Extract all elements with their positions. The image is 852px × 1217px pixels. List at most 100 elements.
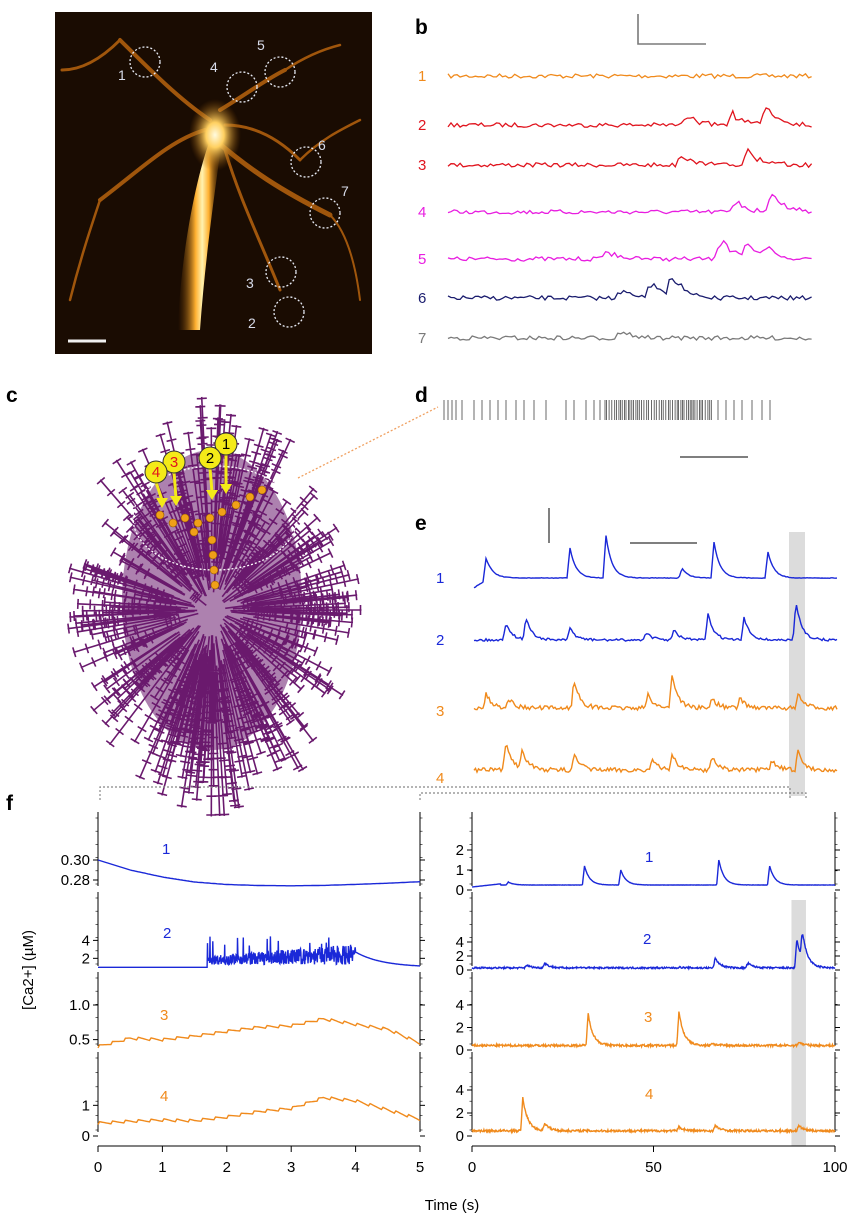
b-trace-label-5: 5 xyxy=(418,251,426,268)
c-sphere xyxy=(208,550,218,560)
f-right-ytick-label-3: 2 xyxy=(456,1105,464,1122)
d-spike-raster xyxy=(443,400,771,420)
b-trace-label-1: 1 xyxy=(418,68,426,85)
e-trace-1 xyxy=(473,535,838,589)
c-marker-label-2: 2 xyxy=(206,450,214,467)
panel-c-zoom-line xyxy=(297,406,439,479)
f-right-xtick-label: 100 xyxy=(822,1159,847,1176)
f-ylabel: [Ca2+] (µM) xyxy=(20,930,37,1010)
f-xlabel: Time (s) xyxy=(425,1197,479,1214)
f-left-series-4 xyxy=(97,1096,421,1125)
f-left-series-label-1: 1 xyxy=(162,841,170,858)
b-trace-5 xyxy=(447,239,812,263)
f-left-ytick-label-0: 0.30 xyxy=(61,852,90,869)
c-tree-core xyxy=(122,450,302,750)
roi-circle-4 xyxy=(226,71,258,103)
f-left-series-2 xyxy=(98,936,420,968)
f-right-series-3 xyxy=(471,1011,836,1050)
c-marker-arrowhead-3 xyxy=(170,496,182,506)
f-left-series-1 xyxy=(97,859,421,887)
c-marker-arrowhead-4 xyxy=(156,498,168,508)
f-left-xtick-label: 0 xyxy=(94,1159,102,1176)
f-right-series-2 xyxy=(471,934,836,971)
f-left-series-3 xyxy=(97,1017,421,1049)
b-trace-label-2: 2 xyxy=(418,117,426,134)
roi-circle-2 xyxy=(273,296,305,328)
f-left-xtick-label: 3 xyxy=(287,1159,295,1176)
panel-e-highlight xyxy=(789,532,805,796)
panel-b-scale-bar xyxy=(637,14,706,45)
b-trace-3 xyxy=(447,147,813,169)
c-sphere xyxy=(257,485,267,495)
roi-label-4: 4 xyxy=(210,59,218,75)
c-marker-arrow-4 xyxy=(154,481,164,501)
c-sphere xyxy=(168,518,178,528)
f-left-ytick-label-0: 0.28 xyxy=(61,872,90,889)
f-right-series-label-1: 1 xyxy=(645,849,653,866)
f-left-series-label-3: 3 xyxy=(160,1007,168,1024)
c-sphere xyxy=(231,500,241,510)
f-left-xtick-label: 5 xyxy=(416,1159,424,1176)
panel-e: 1 2 3 4 xyxy=(436,508,838,796)
b-trace-2 xyxy=(447,107,812,128)
c-sphere xyxy=(180,513,190,523)
roi-label-2: 2 xyxy=(248,315,256,331)
f-right-ytick-label-3: 0 xyxy=(456,1128,464,1145)
panel-b: 1 2 3 4 5 6 7 xyxy=(418,14,813,347)
c-marker-label-4: 4 xyxy=(152,464,160,481)
f-right-ytick-label-1: 2 xyxy=(456,948,464,965)
c-sphere xyxy=(189,527,199,537)
roi-circle-3 xyxy=(265,256,297,288)
c-sphere xyxy=(209,565,219,575)
c-sphere xyxy=(207,535,217,545)
f-right-ytick-label-2: 4 xyxy=(456,997,464,1014)
c-sphere xyxy=(205,513,215,523)
b-trace-label-4: 4 xyxy=(418,204,426,221)
e-trace-label-2: 2 xyxy=(436,632,444,649)
roi-label-1: 1 xyxy=(118,67,126,83)
panel-c-region-outline xyxy=(132,465,298,571)
f-left-ytick-label-1: 4 xyxy=(82,932,90,949)
roi-circles xyxy=(129,46,341,328)
c-sphere xyxy=(245,492,255,502)
panel-label-b: b xyxy=(415,16,428,39)
panel-a-image: 1 2 3 4 5 6 7 xyxy=(55,12,372,354)
roi-label-7: 7 xyxy=(341,183,349,199)
f-right-series-label-3: 3 xyxy=(644,1009,652,1026)
roi-label-6: 6 xyxy=(318,137,326,153)
roi-circle-7 xyxy=(309,197,341,229)
panel-c-model: 12 34 xyxy=(67,396,439,817)
f-right-ytick-label-2: 2 xyxy=(456,1020,464,1037)
c-marker-circle-3 xyxy=(162,450,186,474)
panel-d xyxy=(443,400,771,458)
f-left-ytick-label-3: 1 xyxy=(82,1097,90,1114)
c-marker-arrowhead-2 xyxy=(206,490,218,500)
c-sphere xyxy=(193,518,203,528)
f-left-series-label-2: 2 xyxy=(163,925,171,942)
f-left-ytick-label-1: 2 xyxy=(82,950,90,967)
panel-label-e: e xyxy=(415,512,427,535)
e-trace-label-1: 1 xyxy=(436,570,444,587)
f-right-series-1 xyxy=(471,859,835,888)
f-right-ytick-label-0: 1 xyxy=(456,862,464,879)
f-left-xtick-label: 2 xyxy=(223,1159,231,1176)
f-right-series-label-2: 2 xyxy=(643,931,651,948)
panel-label-c: c xyxy=(6,384,18,407)
f-right-ytick-label-0: 0 xyxy=(456,882,464,899)
f-right-xtick-label: 50 xyxy=(645,1159,662,1176)
b-trace-1 xyxy=(447,72,812,80)
f-right-ytick-label-3: 4 xyxy=(456,1082,464,1099)
f-left-ytick-label-3: 0 xyxy=(82,1128,90,1145)
e-trace-4 xyxy=(473,744,838,774)
b-trace-label-3: 3 xyxy=(418,157,426,174)
f-right-ytick-label-0: 2 xyxy=(456,842,464,859)
c-sphere xyxy=(217,507,227,517)
c-sphere xyxy=(210,580,220,590)
b-trace-4 xyxy=(447,193,812,215)
c-marker-circle-1 xyxy=(214,432,238,456)
roi-circle-5 xyxy=(264,56,296,88)
panel-label-d: d xyxy=(415,384,428,407)
f-left-xtick-label: 4 xyxy=(351,1159,359,1176)
